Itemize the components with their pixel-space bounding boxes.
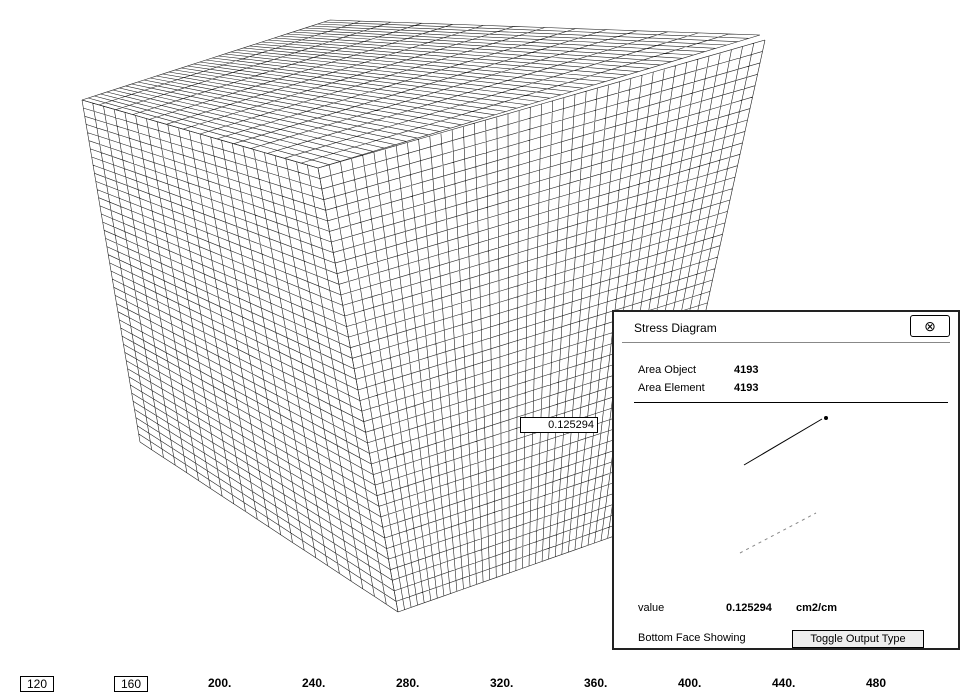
scale-label: 280. — [396, 676, 419, 690]
close-button[interactable]: ⊗ — [910, 315, 950, 337]
mesh-face — [82, 100, 398, 612]
dialog: Stress Diagram ⊗ Area Object 4193 Area E… — [612, 310, 960, 650]
scale-label: 440. — [772, 676, 795, 690]
scale-label: 120 — [20, 676, 54, 692]
area-object-label: Area Object — [638, 364, 696, 376]
scale-label: 320. — [490, 676, 513, 690]
area-object-value: 4193 — [734, 364, 758, 376]
scale-label: 160 — [114, 676, 148, 692]
tooltip: 0.125294 — [520, 417, 598, 433]
stress-plot — [634, 403, 948, 583]
plot-area — [634, 402, 948, 583]
plot-line — [744, 419, 822, 465]
scale-label: 360. — [584, 676, 607, 690]
area-element-label: Area Element — [638, 382, 705, 394]
toggle-button[interactable]: Toggle Output Type — [792, 630, 924, 648]
scale-label: 240. — [302, 676, 325, 690]
mesh-face — [82, 20, 760, 168]
face-status: Bottom Face Showing — [638, 632, 746, 644]
value-number: 0.125294 — [726, 602, 772, 614]
value-unit: cm2/cm — [796, 602, 837, 614]
screen: 0.125294 Stress Diagram ⊗ Area Object 41… — [0, 0, 973, 694]
scale-label: 400. — [678, 676, 701, 690]
plot-line — [740, 513, 816, 553]
value-label: value — [638, 602, 664, 614]
dialog-title: Stress Diagram — [634, 321, 717, 335]
plot-point — [824, 416, 828, 420]
area-element-value: 4193 — [734, 382, 758, 394]
scale-label: 480 — [866, 676, 886, 690]
separator — [622, 342, 950, 343]
scale-label: 200. — [208, 676, 231, 690]
